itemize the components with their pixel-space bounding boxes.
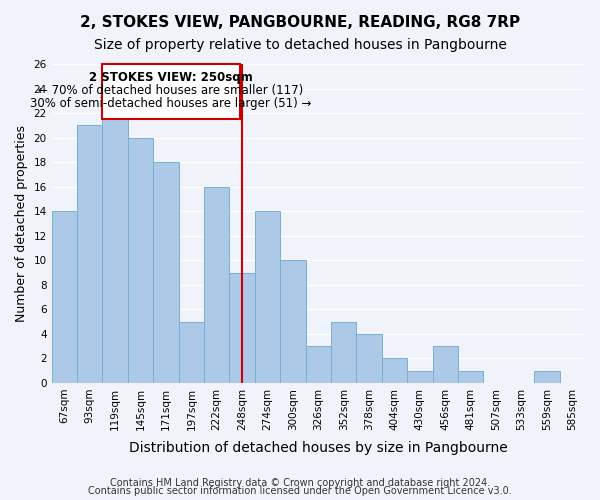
Bar	[153, 162, 179, 383]
Bar	[534, 370, 560, 383]
Bar	[229, 272, 255, 383]
Bar	[52, 211, 77, 383]
Bar	[433, 346, 458, 383]
Bar	[77, 126, 103, 383]
Text: 30% of semi-detached houses are larger (51) →: 30% of semi-detached houses are larger (…	[31, 96, 312, 110]
Text: Contains HM Land Registry data © Crown copyright and database right 2024.: Contains HM Land Registry data © Crown c…	[110, 478, 490, 488]
Bar	[103, 113, 128, 383]
Bar	[356, 334, 382, 383]
Bar	[407, 370, 433, 383]
Text: 2 STOKES VIEW: 250sqm: 2 STOKES VIEW: 250sqm	[89, 70, 253, 84]
Bar	[153, 162, 179, 383]
Bar	[458, 370, 484, 383]
X-axis label: Distribution of detached houses by size in Pangbourne: Distribution of detached houses by size …	[129, 441, 508, 455]
Bar	[331, 322, 356, 383]
Bar	[382, 358, 407, 383]
Bar	[305, 346, 331, 383]
Bar	[356, 334, 382, 383]
Bar	[103, 113, 128, 383]
Bar	[280, 260, 305, 383]
Bar	[204, 186, 229, 383]
Bar	[52, 211, 77, 383]
Bar	[204, 186, 229, 383]
Bar	[382, 358, 407, 383]
Bar	[255, 211, 280, 383]
Bar	[280, 260, 305, 383]
Bar	[305, 346, 331, 383]
Text: Size of property relative to detached houses in Pangbourne: Size of property relative to detached ho…	[94, 38, 506, 52]
Bar	[229, 272, 255, 383]
Bar	[179, 322, 204, 383]
Text: 2, STOKES VIEW, PANGBOURNE, READING, RG8 7RP: 2, STOKES VIEW, PANGBOURNE, READING, RG8…	[80, 15, 520, 30]
Bar	[407, 370, 433, 383]
Bar	[433, 346, 458, 383]
Bar	[77, 126, 103, 383]
Bar	[128, 138, 153, 383]
Bar	[128, 138, 153, 383]
Bar	[458, 370, 484, 383]
Bar	[534, 370, 560, 383]
Text: Contains public sector information licensed under the Open Government Licence v3: Contains public sector information licen…	[88, 486, 512, 496]
Bar	[179, 322, 204, 383]
Bar	[255, 211, 280, 383]
FancyBboxPatch shape	[103, 64, 239, 119]
Bar	[331, 322, 356, 383]
Text: ← 70% of detached houses are smaller (117): ← 70% of detached houses are smaller (11…	[38, 84, 304, 96]
Y-axis label: Number of detached properties: Number of detached properties	[15, 125, 28, 322]
